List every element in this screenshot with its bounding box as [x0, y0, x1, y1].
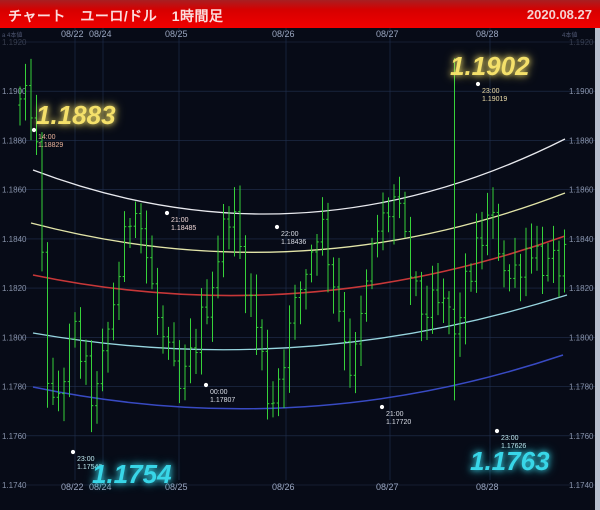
- svg-text:1.1883: 1.1883: [36, 100, 116, 130]
- svg-text:1.1840: 1.1840: [569, 235, 594, 244]
- svg-text:1.1760: 1.1760: [2, 432, 27, 441]
- svg-text:1.1780: 1.1780: [569, 383, 594, 392]
- svg-text:1.18436: 1.18436: [281, 239, 306, 246]
- svg-text:1.1920: 1.1920: [2, 38, 27, 47]
- svg-text:00:00: 00:00: [210, 389, 228, 396]
- svg-text:1.19019: 1.19019: [482, 96, 507, 103]
- svg-text:23:00: 23:00: [482, 88, 500, 95]
- svg-text:08/27: 08/27: [376, 29, 399, 39]
- svg-text:08/22: 08/22: [61, 482, 84, 492]
- svg-text:1.1880: 1.1880: [2, 136, 27, 145]
- svg-text:21:00: 21:00: [171, 217, 189, 224]
- svg-text:1.1740: 1.1740: [569, 481, 594, 490]
- svg-text:08/25: 08/25: [165, 29, 188, 39]
- svg-text:a 4本値: a 4本値: [2, 31, 22, 39]
- svg-text:08/28: 08/28: [476, 29, 499, 39]
- svg-text:14:00: 14:00: [38, 134, 56, 141]
- svg-text:1.1800: 1.1800: [569, 333, 594, 342]
- svg-text:1.1860: 1.1860: [2, 186, 27, 195]
- svg-text:1.17807: 1.17807: [210, 397, 235, 404]
- svg-text:08/26: 08/26: [272, 482, 295, 492]
- svg-text:1.1840: 1.1840: [2, 235, 27, 244]
- svg-text:23:00: 23:00: [501, 435, 519, 442]
- svg-text:1.17720: 1.17720: [386, 419, 411, 426]
- svg-text:08/24: 08/24: [89, 29, 112, 39]
- svg-text:4本値: 4本値: [562, 31, 577, 39]
- svg-text:08/27: 08/27: [376, 482, 399, 492]
- svg-text:1.1900: 1.1900: [569, 87, 594, 96]
- svg-text:1.1754: 1.1754: [92, 459, 172, 489]
- svg-text:1.1820: 1.1820: [2, 284, 27, 293]
- svg-text:1.1920: 1.1920: [569, 38, 594, 47]
- svg-text:1.1902: 1.1902: [450, 51, 530, 81]
- svg-text:08/28: 08/28: [476, 482, 499, 492]
- svg-text:1.1900: 1.1900: [2, 87, 27, 96]
- svg-text:1.1800: 1.1800: [2, 333, 27, 342]
- svg-text:1.1760: 1.1760: [569, 432, 594, 441]
- svg-text:1.18485: 1.18485: [171, 225, 196, 232]
- svg-text:1.1880: 1.1880: [569, 136, 594, 145]
- svg-text:1.1780: 1.1780: [2, 383, 27, 392]
- svg-text:1.18829: 1.18829: [38, 142, 63, 149]
- svg-text:1.1820: 1.1820: [569, 284, 594, 293]
- svg-text:1.1763: 1.1763: [470, 446, 550, 476]
- svg-text:22:00: 22:00: [281, 231, 299, 238]
- svg-text:08/22: 08/22: [61, 29, 84, 39]
- svg-text:1.1740: 1.1740: [2, 481, 27, 490]
- svg-text:08/26: 08/26: [272, 29, 295, 39]
- svg-text:1.1860: 1.1860: [569, 186, 594, 195]
- svg-text:21:00: 21:00: [386, 411, 404, 418]
